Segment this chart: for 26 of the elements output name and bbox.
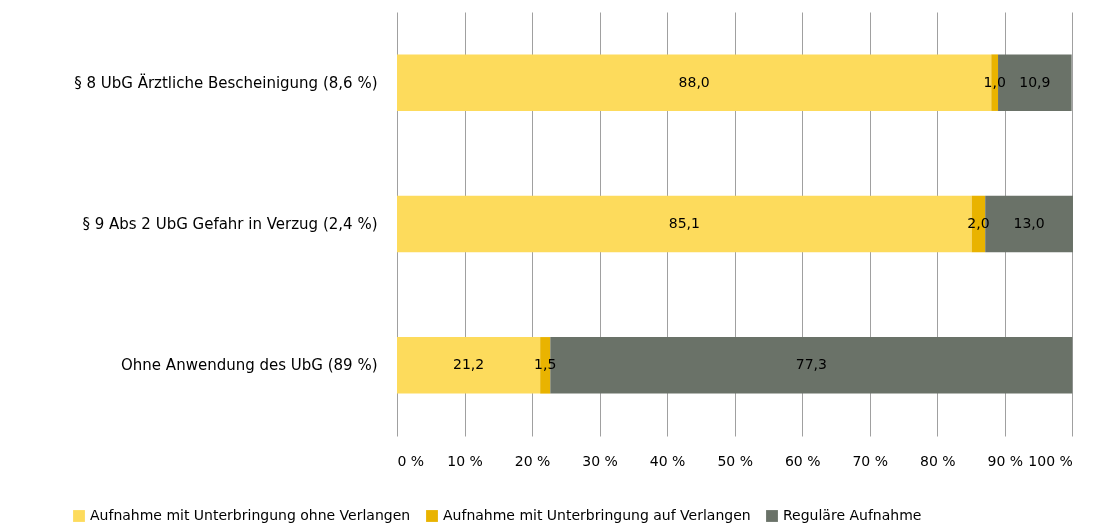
data-label: 85,1	[668, 215, 700, 231]
x-tick-label: 20 %	[514, 452, 551, 469]
x-tick-label: 0 %	[397, 452, 425, 469]
legend-label: Aufnahme mit Unterbringung auf Verlangen	[443, 507, 751, 523]
x-tick-label: 90 %	[987, 452, 1024, 469]
x-tick-label: 40 %	[649, 452, 686, 469]
y-tick-label: § 8 UbG Ärztliche Bescheinigung (8,6 %)	[74, 72, 378, 92]
x-tick-label: 60 %	[784, 452, 821, 469]
y-tick-label: Ohne Anwendung des UbG (89 %)	[121, 356, 378, 375]
legend-label: Aufnahme mit Unterbringung ohne Verlangen	[90, 507, 411, 523]
data-label: 77,3	[795, 356, 827, 373]
x-tick-label: 70 %	[852, 452, 889, 469]
y-tick-label: § 9 Abs 2 UbG Gefahr in Verzug (2,4 %)	[82, 215, 378, 233]
data-label: 2,0	[967, 215, 990, 231]
legend-label: Reguläre Aufnahme	[783, 507, 922, 523]
data-label: 1,0	[983, 73, 1006, 90]
x-tick-label: 10 %	[447, 452, 483, 469]
data-label: 88,0	[678, 73, 710, 90]
x-tick-label: 80 %	[919, 452, 956, 469]
data-label: 10,9	[1019, 73, 1051, 90]
x-tick-label: 30 %	[582, 452, 618, 469]
data-label: 13,0	[1013, 215, 1045, 231]
data-label: 21,2	[453, 356, 485, 373]
data-label: 1,5	[534, 356, 557, 373]
x-tick-label: 100 %	[1028, 452, 1073, 469]
x-tick-label: 50 %	[717, 452, 753, 469]
